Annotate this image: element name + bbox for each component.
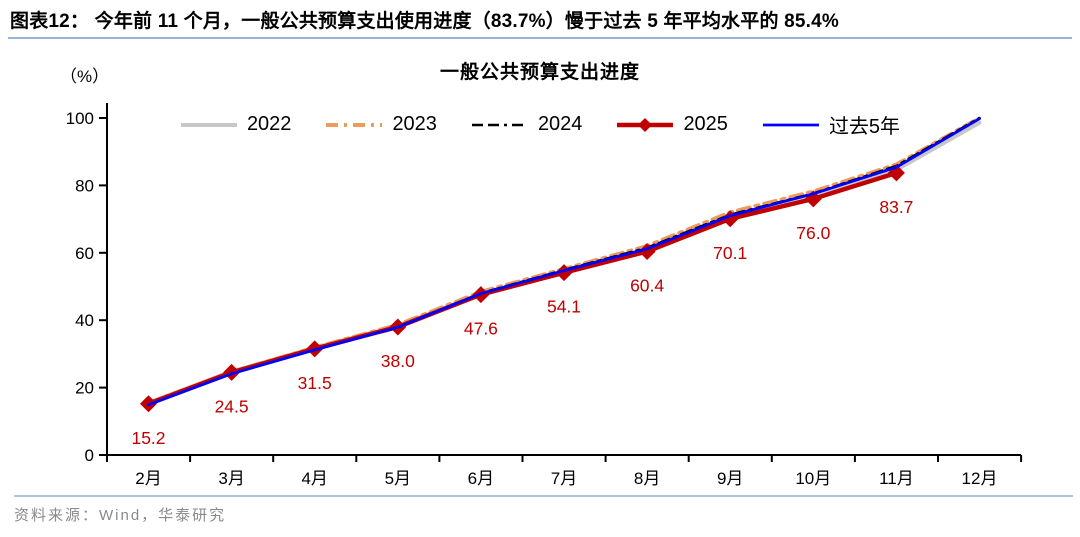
legend-label: 2025 — [683, 113, 728, 135]
x-tick-label: 11月 — [879, 469, 914, 488]
y-tick-label: 0 — [85, 446, 94, 465]
legend-label: 2024 — [537, 113, 583, 135]
legend-label: 2022 — [246, 113, 292, 135]
line-swatch-2022-icon — [180, 122, 237, 127]
chart-title: 一般公共预算支出进度 — [439, 62, 640, 83]
legend-item-2024: 2024 — [471, 113, 583, 136]
x-tick-label: 3月 — [218, 469, 244, 488]
data-label: 83.7 — [879, 197, 913, 217]
legend-item-2023: 2023 — [325, 113, 437, 136]
data-label: 31.5 — [298, 373, 332, 393]
y-tick-label: 60 — [75, 244, 94, 263]
series-line-过去5年 — [147, 117, 981, 407]
x-tick-label: 4月 — [301, 469, 327, 488]
x-tick-label: 6月 — [468, 469, 494, 488]
figure-caption: 图表12： 今年前 11 个月，一般公共预算支出使用进度（83.7%）慢于过去 … — [10, 11, 840, 32]
legend-item-2025: 2025 — [616, 113, 728, 136]
x-tick-label: 12月 — [962, 469, 998, 488]
series-line-2025 — [146, 170, 899, 407]
data-label: 76.0 — [796, 223, 830, 243]
data-label: 15.2 — [131, 428, 165, 448]
y-tick-label: 80 — [75, 176, 94, 195]
y-tick-label: 40 — [75, 311, 94, 330]
line-swatch-past5y-icon — [762, 123, 819, 126]
data-label: 70.1 — [713, 243, 747, 263]
x-tick-label: 10月 — [795, 469, 831, 488]
x-tick-label: 7月 — [551, 469, 577, 488]
y-axis-unit-label: （%） — [60, 67, 110, 86]
source-note: 资料来源：Wind，华泰研究 — [14, 507, 227, 524]
legend-item-2022: 2022 — [180, 113, 292, 136]
data-label: 24.5 — [215, 396, 249, 416]
data-label: 54.1 — [547, 297, 581, 317]
line-swatch-2025-icon — [617, 117, 674, 132]
data-label: 38.0 — [381, 351, 415, 371]
caption-underline — [8, 37, 1072, 39]
y-tick-label: 20 — [75, 379, 94, 398]
x-tick-label: 8月 — [634, 469, 660, 488]
line-swatch-2024-icon — [471, 123, 528, 126]
legend-label: 过去5年 — [828, 116, 901, 138]
legend-label: 2023 — [392, 113, 437, 135]
y-tick-label: 100 — [66, 109, 94, 128]
x-tick-label: 9月 — [717, 469, 743, 488]
data-label: 60.4 — [630, 275, 664, 295]
footer-separator — [14, 495, 1073, 497]
legend-item-past5y: 过去5年 — [762, 110, 900, 139]
data-label: 47.6 — [464, 319, 498, 339]
x-tick-label: 5月 — [385, 469, 411, 488]
line-swatch-2023-icon — [326, 122, 383, 127]
chart-legend: 2022 2023 2024 2025 过去5年 — [0, 110, 1080, 139]
x-tick-label: 2月 — [135, 469, 161, 488]
